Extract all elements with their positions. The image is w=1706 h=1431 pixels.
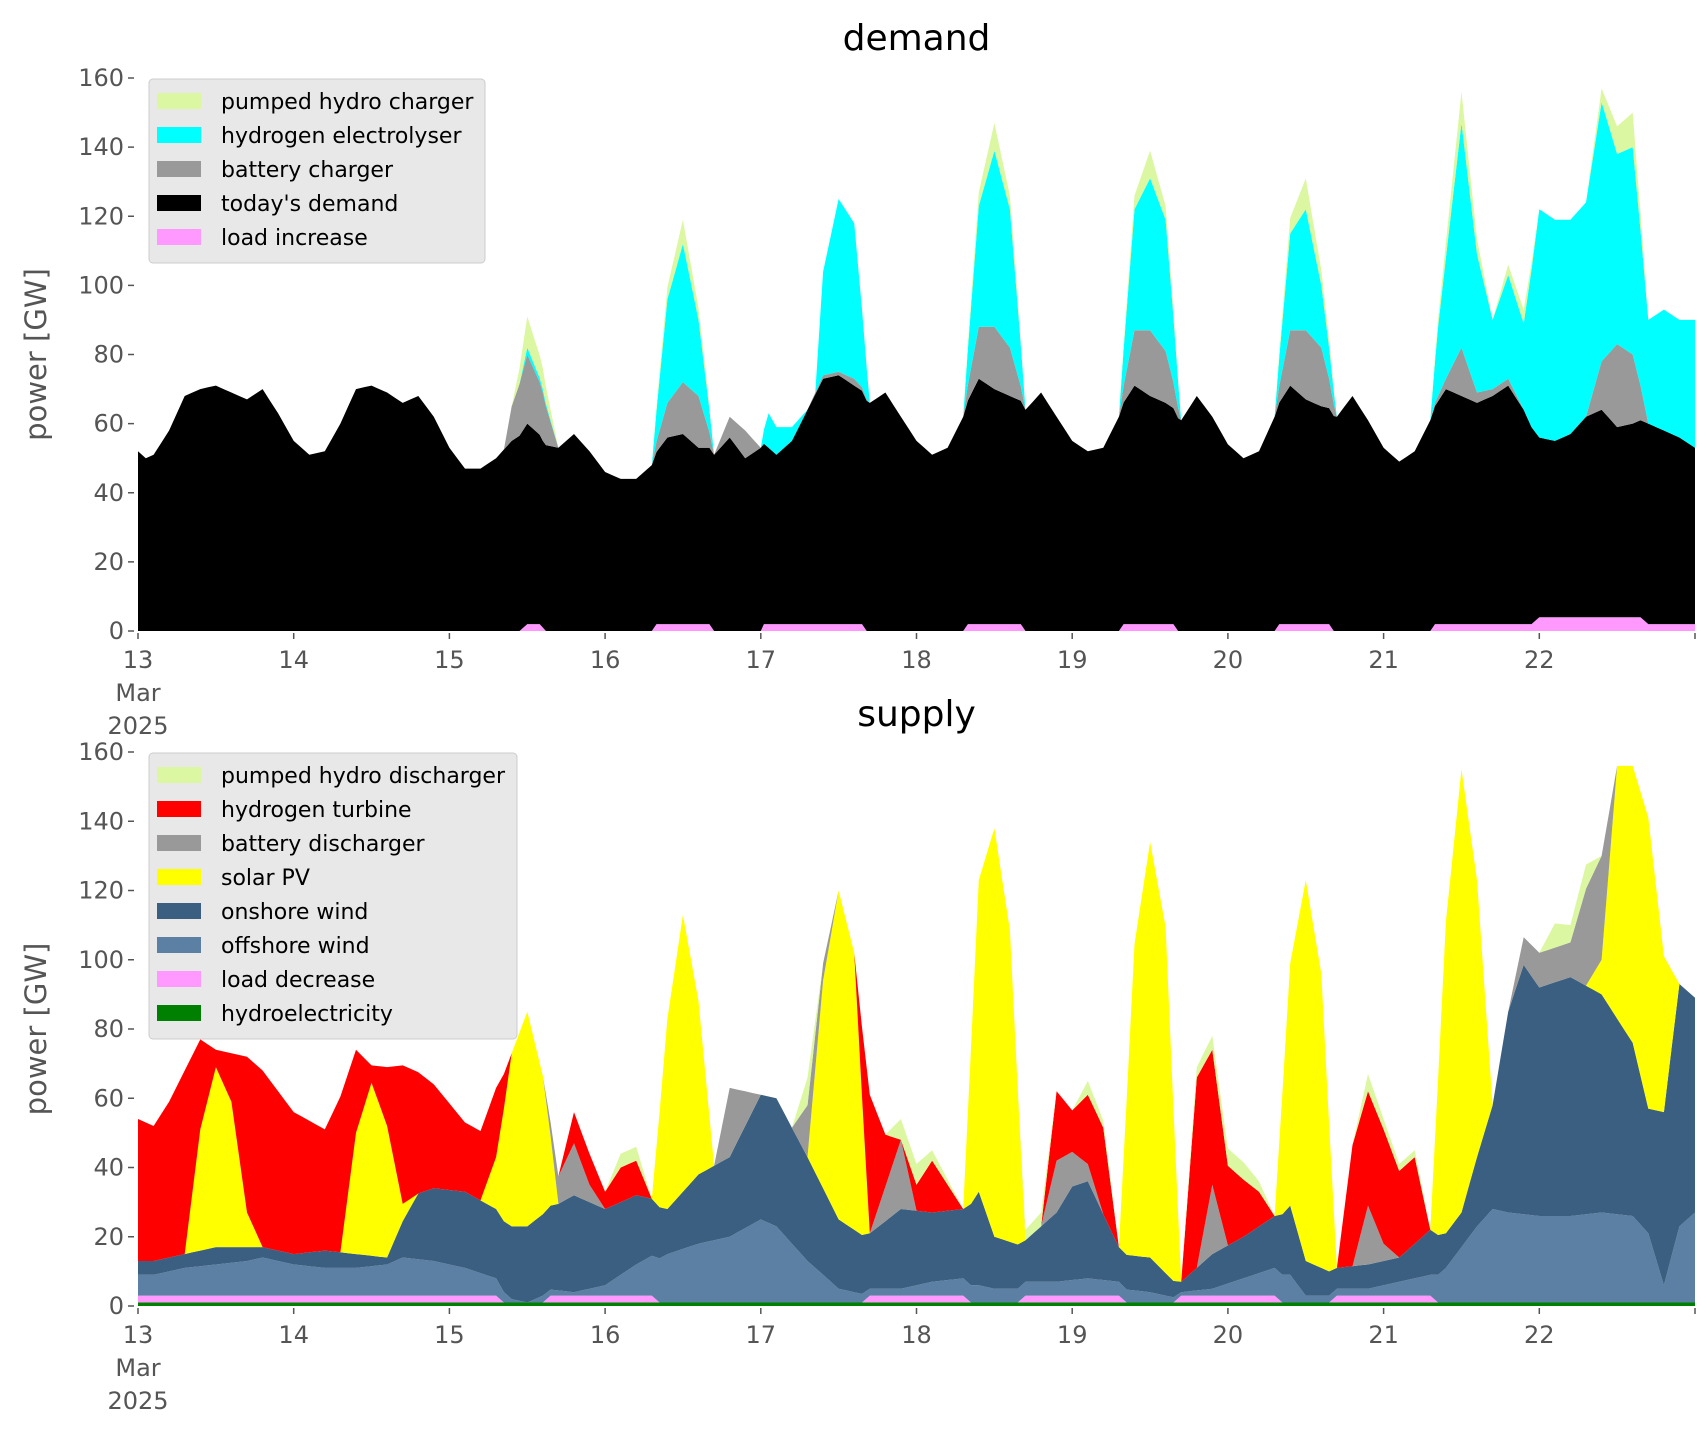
legend-label: offshore wind [221,934,370,959]
area-battery-charger [138,326,1695,479]
x-tick-label: 17 [746,1321,777,1349]
x-tick-label: 18 [901,646,932,674]
x-tick-label: 13 [123,646,154,674]
x-tick-label: 19 [1057,1321,1088,1349]
area-solar-pv [138,765,1695,1282]
legend-label: hydrogen electrolyser [221,124,462,149]
legend-label: hydrogen turbine [221,798,412,823]
x-tick-label: 15 [434,646,465,674]
y-tick-label: 120 [78,877,124,905]
legend-swatch [157,1005,201,1021]
y-tick-label: 40 [93,1154,124,1182]
legend: pumped hydro charger hydrogen electrolyse… [148,78,486,264]
x-tick-label: 22 [1524,646,1555,674]
y-axis-label: power [GW] [19,268,53,441]
legend-box [148,78,486,264]
x-tick-label: 16 [590,1321,621,1349]
legend-label: today's demand [221,192,398,217]
legend-swatch [157,903,201,919]
x-tick-label: 18 [901,1321,932,1349]
legend-swatch [157,801,201,817]
y-tick-label: 40 [93,479,124,507]
y-tick-label: 60 [93,410,124,438]
legend-label: hydroelectricity [221,1002,393,1027]
legend-swatch [157,161,201,177]
legend-box [148,752,518,1040]
x-tick-label: 14 [278,646,309,674]
y-tick-label: 100 [78,271,124,299]
legend-label: battery discharger [221,832,426,857]
x-tick-label: Mar [115,1354,160,1382]
y-tick-label: 20 [93,548,124,576]
legend-swatch [157,937,201,953]
x-tick-label: 17 [746,646,777,674]
x-tick-label: 16 [590,646,621,674]
legend-label: onshore wind [221,900,368,925]
x-tick-label: 22 [1524,1321,1555,1349]
chart-title: supply [857,694,976,735]
y-tick-label: 120 [78,202,124,230]
legend-swatch [157,93,201,109]
area-pumped-hydro-charger [138,88,1695,479]
legend-swatch [157,767,201,783]
y-tick-label: 160 [78,64,124,92]
x-tick-label: 14 [278,1321,309,1349]
legend: pumped hydro discharger hydrogen turbine b… [148,752,518,1040]
x-tick-label: 21 [1368,646,1399,674]
area-load-decrease [138,1295,1695,1303]
x-tick-label: 20 [1213,646,1244,674]
area-pumped-hydro-discharger [138,765,1695,1282]
y-tick-label: 60 [93,1084,124,1112]
chart-title: demand [843,18,991,59]
area-hydroelectricity [138,1302,1695,1306]
x-tick-label: 13 [123,1321,154,1349]
x-tick-label: 19 [1057,646,1088,674]
y-tick-label: 80 [93,341,124,369]
supply-panel: 0 20 40 60 80 100 120 140 160 13 Mar 2025 14 15 16 17 18… [19,694,1696,1415]
area-offshore-wind [138,1209,1695,1303]
legend-swatch [157,195,201,211]
y-tick-label: 140 [78,807,124,835]
legend-label: load increase [221,226,368,251]
y-tick-label: 140 [78,133,124,161]
legend-swatch [157,869,201,885]
legend-label: pumped hydro charger [221,90,474,115]
area-hydrogen-turbine [138,765,1695,1282]
y-tick-label: 160 [78,738,124,766]
legend-swatch [157,229,201,245]
x-tick-label: Mar [115,679,160,707]
x-tick-label: 20 [1213,1321,1244,1349]
y-axis-label: power [GW] [19,943,53,1116]
x-tick-label: 21 [1368,1321,1399,1349]
y-tick-label: 0 [109,1292,124,1320]
legend-label: solar PV [221,866,310,891]
area-onshore-wind [138,964,1695,1303]
legend-swatch [157,835,201,851]
y-tick-label: 100 [78,946,124,974]
x-tick-label: 2025 [107,1387,168,1415]
legend-label: load decrease [221,968,375,993]
legend-swatch [157,971,201,987]
y-tick-label: 0 [109,617,124,645]
y-tick-label: 20 [93,1223,124,1251]
legend-swatch [157,127,201,143]
demand-panel: 0 20 40 60 80 100 120 140 160 13 Mar 2025 14 15 16 17 18… [19,18,1696,740]
area-today-s-demand [138,375,1695,631]
area-load-increase [138,617,1695,631]
legend-label: pumped hydro discharger [221,764,506,789]
y-tick-label: 80 [93,1015,124,1043]
legend-label: battery charger [221,158,394,183]
x-tick-label: 15 [434,1321,465,1349]
x-tick-label: 2025 [107,712,168,740]
